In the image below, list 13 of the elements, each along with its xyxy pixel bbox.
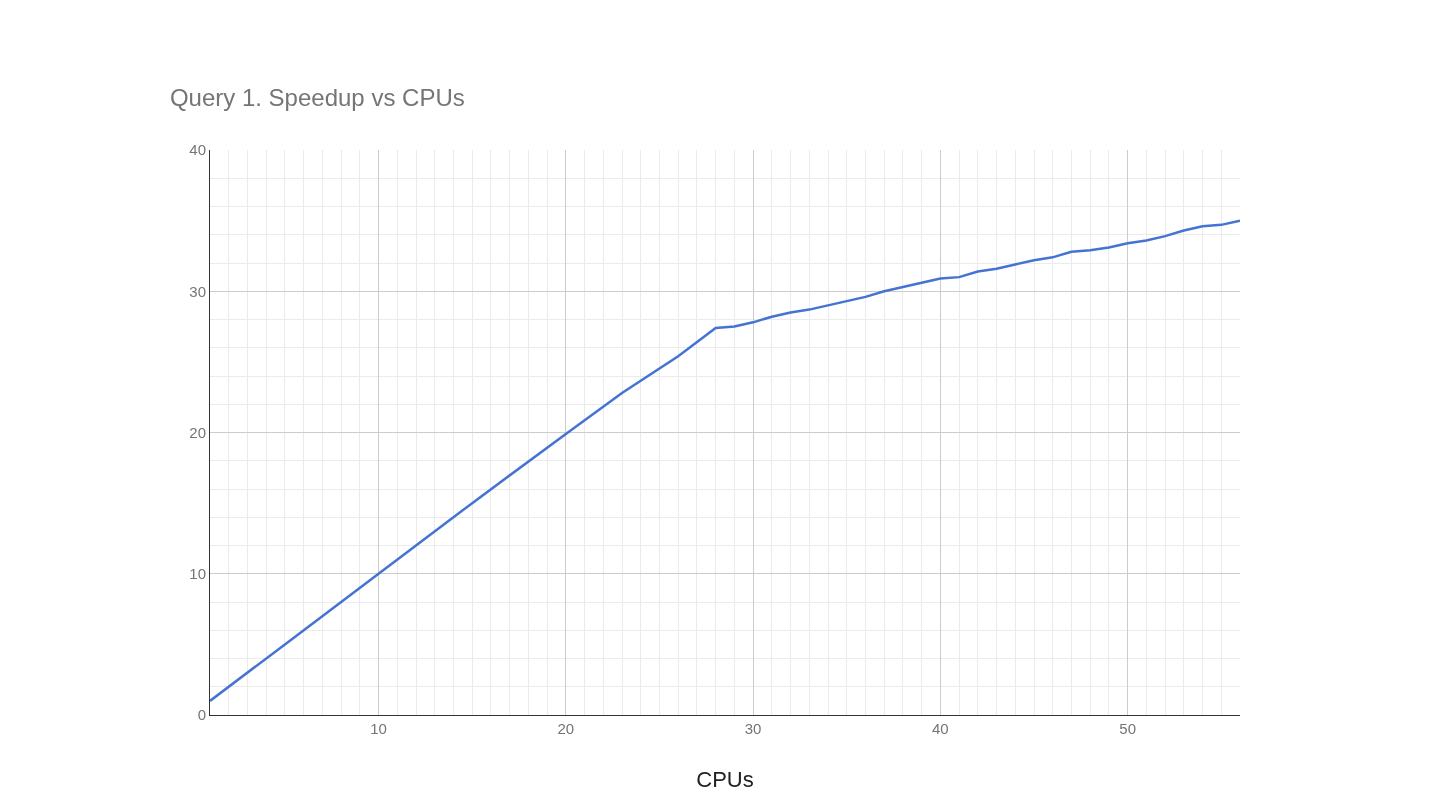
x-tick-label: 20 xyxy=(557,720,575,737)
x-tick-label: 50 xyxy=(1119,720,1136,737)
y-tick-label: 20 xyxy=(189,423,206,441)
x-axis-title: CPUs xyxy=(696,766,754,792)
y-tick-label: 10 xyxy=(189,565,206,582)
x-tick-label: 40 xyxy=(932,720,949,737)
y-tick-label: 30 xyxy=(189,282,206,300)
x-tick-label: 10 xyxy=(370,720,387,737)
y-tick-label: 40 xyxy=(189,141,206,159)
x-tick-label: 30 xyxy=(744,720,762,737)
y-tick-label: 0 xyxy=(197,706,206,724)
line-series xyxy=(210,219,1240,703)
chart-title: Query 1. Speedup vs CPUs xyxy=(169,83,465,111)
